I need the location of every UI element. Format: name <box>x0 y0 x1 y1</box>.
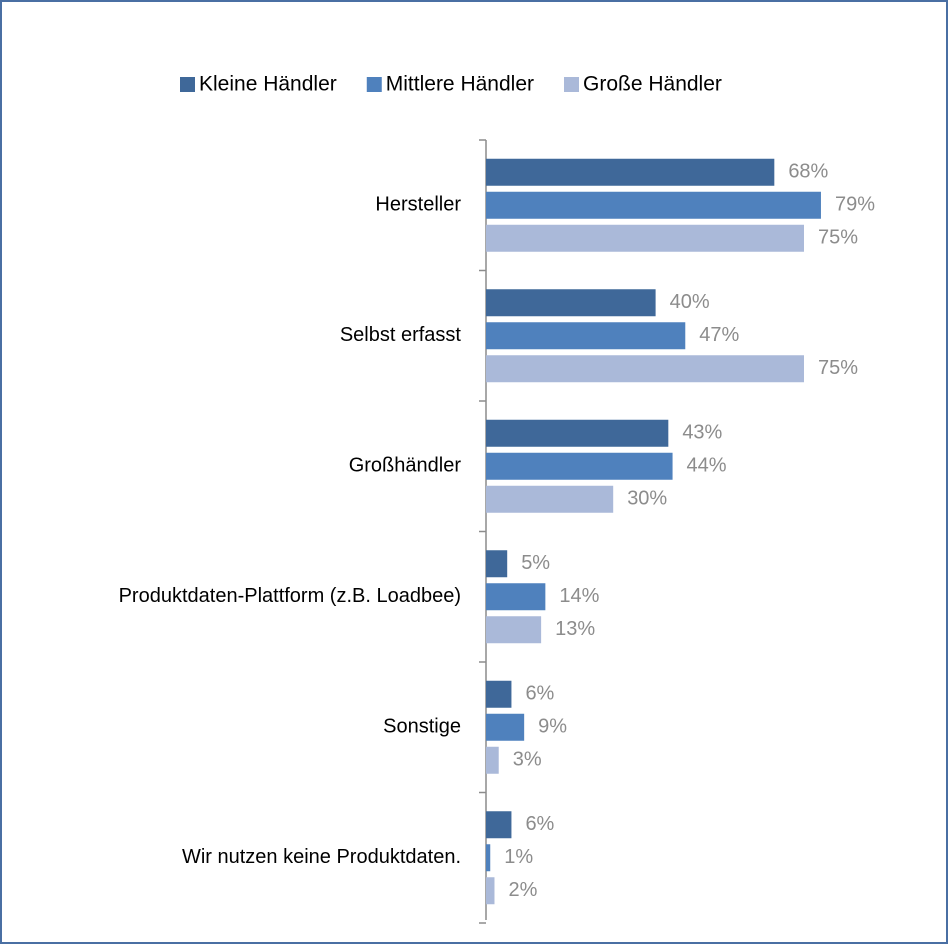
value-label: 14% <box>559 585 599 607</box>
value-label: 40% <box>670 291 710 313</box>
bar <box>486 191 821 219</box>
category-label: Großhändler <box>349 455 462 477</box>
bar <box>486 550 508 578</box>
bar <box>486 485 614 513</box>
value-label: 68% <box>788 161 828 183</box>
value-label: 6% <box>525 813 554 835</box>
value-label: 79% <box>835 194 875 216</box>
legend-swatch <box>180 77 195 92</box>
bar <box>486 746 499 774</box>
value-label: 44% <box>687 455 727 477</box>
bar <box>486 289 656 317</box>
value-label: 43% <box>682 422 722 444</box>
value-label: 47% <box>699 324 739 346</box>
bar <box>486 224 804 252</box>
value-label: 2% <box>508 879 537 901</box>
bar <box>486 811 512 839</box>
value-label: 9% <box>538 716 567 738</box>
value-label: 3% <box>513 749 542 771</box>
bar <box>486 452 673 480</box>
value-label: 6% <box>525 683 554 705</box>
value-label: 5% <box>521 552 550 574</box>
value-label: 1% <box>504 846 533 868</box>
bar <box>486 713 525 741</box>
bar <box>486 616 542 644</box>
bar <box>486 877 495 905</box>
legend-label: Mittlere Händler <box>386 73 534 96</box>
bar <box>486 680 512 708</box>
category-label: Sonstige <box>383 716 461 738</box>
bar <box>486 844 491 872</box>
value-label: 30% <box>627 488 667 510</box>
category-label: Wir nutzen keine Produktdaten. <box>182 846 461 868</box>
category-label: Produktdaten-Plattform (z.B. Loadbee) <box>119 585 461 607</box>
bar <box>486 355 804 383</box>
category-label: Hersteller <box>375 194 461 216</box>
bar <box>486 583 546 611</box>
bar <box>486 322 686 350</box>
value-label: 75% <box>818 227 858 249</box>
legend-label: Kleine Händler <box>199 73 337 96</box>
legend-swatch <box>564 77 579 92</box>
bar <box>486 158 775 186</box>
bar <box>486 419 669 447</box>
category-label: Selbst erfasst <box>340 324 462 346</box>
legend-label: Große Händler <box>583 73 722 96</box>
value-label: 75% <box>818 357 858 379</box>
value-label: 13% <box>555 618 595 640</box>
legend-swatch <box>366 77 382 92</box>
